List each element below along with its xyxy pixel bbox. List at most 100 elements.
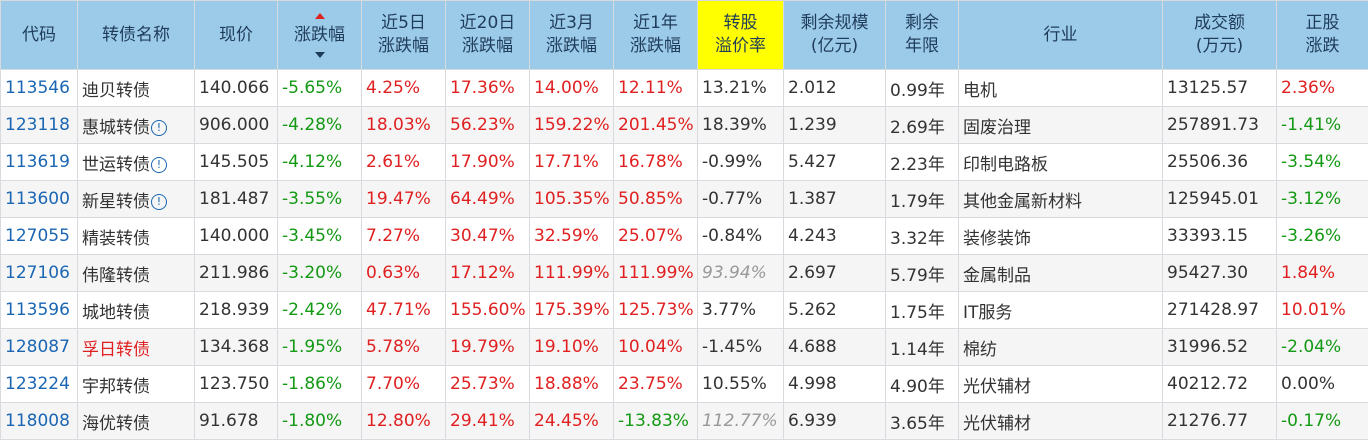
- cell-y1: 125.73%: [613, 291, 698, 329]
- cell-name[interactable]: 孚日转债: [77, 328, 195, 366]
- cell-price: 145.505: [194, 143, 278, 181]
- cell-name[interactable]: 世运转债!: [77, 143, 195, 181]
- cell-code[interactable]: 128087: [0, 328, 78, 366]
- cell-volume: 95427.30: [1162, 254, 1277, 292]
- cell-d20: 64.49%: [445, 180, 530, 218]
- cell-price: 906.000: [194, 106, 278, 144]
- col-1y-change[interactable]: 近1年 涨跌幅: [613, 0, 698, 70]
- cell-code[interactable]: 113600: [0, 180, 78, 218]
- table-header: 代码 转债名称 现价 涨跌幅 近5日 涨跌幅 近20日 涨跌幅 近3月 涨跌幅 近1年…: [0, 0, 1368, 70]
- table-row[interactable]: 123224 宇邦转债 123.750 -1.86% 7.70% 25.73% 18.88%…: [0, 365, 1368, 403]
- cell-d5: 7.70%: [361, 365, 446, 403]
- sort-desc-icon[interactable]: 涨跌幅: [294, 12, 345, 58]
- cell-volume: 271428.97: [1162, 291, 1277, 329]
- bond-name[interactable]: 精装转债: [82, 228, 150, 249]
- cell-name[interactable]: 伟隆转债: [77, 254, 195, 292]
- col-20d-change[interactable]: 近20日 涨跌幅: [445, 0, 530, 70]
- cell-y1: 12.11%: [613, 69, 698, 107]
- cell-code[interactable]: 113619: [0, 143, 78, 181]
- cell-premium: -0.77%: [697, 180, 784, 218]
- table-row[interactable]: 123118 惠城转债! 906.000 -4.28% 18.03% 56.23% 159.…: [0, 106, 1368, 144]
- cell-d5: 12.80%: [361, 402, 446, 440]
- cell-code[interactable]: 123118: [0, 106, 78, 144]
- cell-d20: 155.60%: [445, 291, 530, 329]
- col-name[interactable]: 转债名称: [77, 0, 195, 70]
- col-volume[interactable]: 成交额 (万元): [1162, 0, 1277, 70]
- cell-m3: 24.45%: [529, 402, 614, 440]
- cell-stock: -3.26%: [1276, 217, 1368, 255]
- cell-code[interactable]: 113596: [0, 291, 78, 329]
- table-row[interactable]: 127106 伟隆转债 211.986 -3.20% 0.63% 17.12% 111.99…: [0, 254, 1368, 292]
- cell-scale: 1.387: [783, 180, 886, 218]
- col-years[interactable]: 剩余 年限: [885, 0, 959, 70]
- cell-m3: 19.10%: [529, 328, 614, 366]
- cell-stock: -3.12%: [1276, 180, 1368, 218]
- cell-years: 2.23年: [885, 143, 959, 181]
- cell-y1: 50.85%: [613, 180, 698, 218]
- table-row[interactable]: 128087 孚日转债 134.368 -1.95% 5.78% 19.79% 19.10%…: [0, 328, 1368, 366]
- col-change[interactable]: 涨跌幅: [277, 0, 362, 70]
- cell-name[interactable]: 城地转债: [77, 291, 195, 329]
- cell-stock: 1.84%: [1276, 254, 1368, 292]
- cell-code[interactable]: 127106: [0, 254, 78, 292]
- info-circle-icon[interactable]: !: [151, 119, 167, 136]
- cell-d5: 47.71%: [361, 291, 446, 329]
- table-row[interactable]: 113619 世运转债! 145.505 -4.12% 2.61% 17.90% 17.71…: [0, 143, 1368, 181]
- cell-d5: 0.63%: [361, 254, 446, 292]
- bond-name[interactable]: 新星转债: [82, 191, 150, 212]
- cell-years: 1.79年: [885, 180, 959, 218]
- cell-name[interactable]: 海优转债: [77, 402, 195, 440]
- cell-price: 140.000: [194, 217, 278, 255]
- bond-name[interactable]: 宇邦转债: [82, 376, 150, 397]
- cell-change: -3.20%: [277, 254, 362, 292]
- cell-code[interactable]: 127055: [0, 217, 78, 255]
- cell-code[interactable]: 113546: [0, 69, 78, 107]
- cell-volume: 125945.01: [1162, 180, 1277, 218]
- cell-m3: 14.00%: [529, 69, 614, 107]
- bond-name[interactable]: 孚日转债: [82, 339, 150, 360]
- bond-name[interactable]: 惠城转债: [82, 117, 150, 138]
- col-industry[interactable]: 行业: [958, 0, 1163, 70]
- cell-premium: 13.21%: [697, 69, 784, 107]
- cell-d5: 4.25%: [361, 69, 446, 107]
- cell-price: 91.678: [194, 402, 278, 440]
- cell-change: -3.55%: [277, 180, 362, 218]
- cell-d20: 25.73%: [445, 365, 530, 403]
- info-circle-icon[interactable]: !: [151, 193, 167, 210]
- cell-industry: 印制电路板: [958, 143, 1163, 181]
- bond-name[interactable]: 迪贝转债: [82, 80, 150, 101]
- bond-name[interactable]: 伟隆转债: [82, 265, 150, 286]
- cell-code[interactable]: 123224: [0, 365, 78, 403]
- cell-premium: -0.84%: [697, 217, 784, 255]
- table-row[interactable]: 113600 新星转债! 181.487 -3.55% 19.47% 64.49% 105.…: [0, 180, 1368, 218]
- cell-name[interactable]: 精装转债: [77, 217, 195, 255]
- bond-name[interactable]: 世运转债: [82, 154, 150, 175]
- cell-y1: 16.78%: [613, 143, 698, 181]
- cell-change: -1.80%: [277, 402, 362, 440]
- col-price[interactable]: 现价: [194, 0, 278, 70]
- col-premium[interactable]: 转股 溢价率: [697, 0, 784, 70]
- cell-d5: 18.03%: [361, 106, 446, 144]
- cell-industry: 棉纺: [958, 328, 1163, 366]
- table-row[interactable]: 113546 迪贝转债 140.066 -5.65% 4.25% 17.36% 14.00%…: [0, 69, 1368, 107]
- info-circle-icon[interactable]: !: [151, 156, 167, 173]
- cell-name[interactable]: 迪贝转债: [77, 69, 195, 107]
- table-row[interactable]: 118008 海优转债 91.678 -1.80% 12.80% 29.41% 24.45%…: [0, 402, 1368, 440]
- cell-name[interactable]: 新星转债!: [77, 180, 195, 218]
- col-code[interactable]: 代码: [0, 0, 78, 70]
- table-row[interactable]: 127055 精装转债 140.000 -3.45% 7.27% 30.47% 32.59%…: [0, 217, 1368, 255]
- table-row[interactable]: 113596 城地转债 218.939 -2.42% 47.71% 155.60% 175.…: [0, 291, 1368, 329]
- cell-scale: 4.243: [783, 217, 886, 255]
- cell-volume: 13125.57: [1162, 69, 1277, 107]
- cell-stock: -2.04%: [1276, 328, 1368, 366]
- col-5d-change[interactable]: 近5日 涨跌幅: [361, 0, 446, 70]
- cell-change: -1.86%: [277, 365, 362, 403]
- col-scale[interactable]: 剩余规模 (亿元): [783, 0, 886, 70]
- bond-name[interactable]: 城地转债: [82, 302, 150, 323]
- cell-code[interactable]: 118008: [0, 402, 78, 440]
- col-stock-change[interactable]: 正股 涨跌: [1276, 0, 1368, 70]
- cell-name[interactable]: 宇邦转债: [77, 365, 195, 403]
- bond-name[interactable]: 海优转债: [82, 413, 150, 434]
- col-3m-change[interactable]: 近3月 涨跌幅: [529, 0, 614, 70]
- cell-name[interactable]: 惠城转债!: [77, 106, 195, 144]
